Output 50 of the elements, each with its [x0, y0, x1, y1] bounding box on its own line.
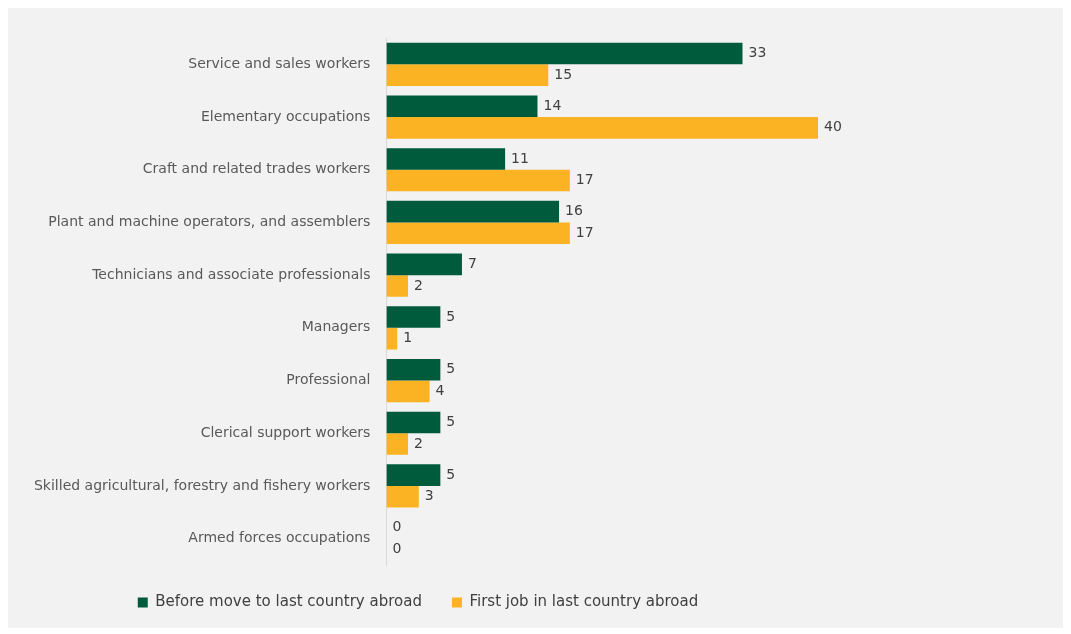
data-label: 16: [565, 202, 583, 219]
bar: [386, 117, 818, 139]
data-label: 2: [414, 276, 423, 293]
data-label: 33: [748, 44, 767, 61]
bar: [386, 380, 430, 403]
data-label: 5: [446, 307, 456, 324]
bar: [386, 169, 570, 192]
bar: [386, 411, 441, 434]
bar: [386, 358, 441, 381]
data-label: 15: [554, 65, 573, 82]
y-tick-label: Managers: [301, 318, 371, 335]
y-tick-label: Craft and related trades workers: [142, 160, 371, 177]
data-label: 40: [824, 118, 842, 135]
y-tick-label: Professional: [286, 371, 371, 388]
bar: [386, 485, 419, 508]
bar: [386, 433, 408, 455]
data-label: 3: [424, 487, 434, 504]
bar: [386, 464, 441, 486]
data-label: 17: [575, 223, 594, 240]
y-tick-label: Service and sales workers: [188, 54, 371, 71]
data-label: 14: [543, 96, 562, 113]
bar: [386, 200, 560, 223]
y-tick-label: Armed forces occupations: [188, 529, 371, 546]
data-label: 2: [414, 434, 423, 451]
y-tick-label: Plant and machine operators, and assemblers: [48, 213, 371, 230]
legend-label: Before move to last country abroad: [155, 592, 422, 611]
data-label: 7: [467, 254, 477, 271]
data-label: 0: [392, 518, 402, 535]
bar: [386, 275, 408, 297]
y-tick-label: Clerical support workers: [200, 423, 371, 440]
bar: [386, 306, 441, 328]
bar: [386, 148, 506, 170]
bar: [386, 253, 462, 276]
y-tick-label: Technicians and associate professionals: [91, 265, 371, 282]
data-label: 5: [446, 413, 456, 430]
bar: [386, 95, 538, 118]
data-label: 5: [446, 465, 456, 482]
data-label: 11: [511, 149, 529, 166]
data-label: 4: [435, 381, 445, 398]
data-label: 1: [403, 329, 413, 346]
data-label: 17: [575, 171, 594, 188]
data-label: 0: [392, 540, 402, 557]
bar: [386, 327, 398, 350]
y-tick-label: Skilled agricultural, forestry and fishery workers: [33, 476, 371, 493]
data-label: 5: [446, 360, 456, 377]
bar: [386, 64, 549, 86]
legend-label: First job in last country abroad: [469, 592, 699, 611]
bar: [386, 222, 570, 245]
bar: [386, 42, 743, 65]
y-tick-label: Elementary occupations: [200, 107, 371, 124]
